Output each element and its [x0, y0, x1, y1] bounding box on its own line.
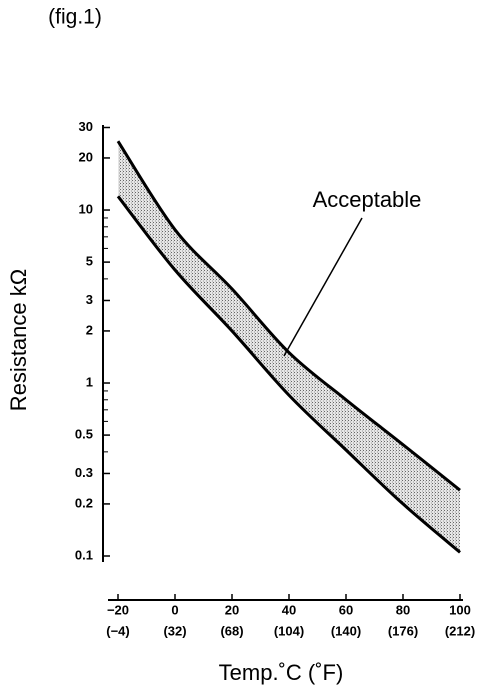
x-tick-label-f: (104)	[274, 623, 304, 638]
x-tick-label-f: (68)	[220, 623, 243, 638]
acceptable-band	[118, 141, 460, 553]
y-tick-label: 2	[86, 322, 93, 337]
y-tick-label: 0.3	[75, 465, 93, 480]
x-tick-label: 20	[225, 602, 239, 617]
y-tick-label: 0.5	[75, 427, 93, 442]
annotation: Acceptable	[313, 187, 422, 212]
y-tick-label: 10	[79, 201, 93, 216]
chart-title: (fig.1)	[48, 6, 102, 29]
x-axis-label: Temp.˚C (˚F)	[219, 660, 344, 685]
x-tick-label: 0	[171, 602, 178, 617]
x-tick-label-f: (140)	[331, 623, 361, 638]
y-tick-label: 0.1	[75, 547, 93, 562]
x-tick-label-f: (−4)	[106, 623, 129, 638]
x-tick-label: 40	[282, 602, 296, 617]
y-tick-label: 30	[79, 119, 93, 134]
y-tick-label: 5	[86, 254, 93, 269]
x-tick-label-f: (212)	[445, 623, 475, 638]
y-tick-label: 3	[86, 292, 93, 307]
y-axis-label: Resistance kΩ	[6, 269, 31, 411]
x-tick-label: −20	[107, 602, 129, 617]
x-tick-label-f: (32)	[163, 623, 186, 638]
y-tick-label: 20	[79, 149, 93, 164]
y-tick-label: 1	[86, 374, 93, 389]
x-tick-label-f: (176)	[388, 623, 418, 638]
y-tick-label: 0.2	[75, 495, 93, 510]
x-tick-label: 80	[396, 602, 410, 617]
limit-line	[116, 140, 461, 492]
x-tick-label: 100	[449, 602, 471, 617]
limit-line	[116, 195, 461, 554]
annotation-pointer	[283, 217, 363, 357]
x-tick-label: 60	[339, 602, 353, 617]
